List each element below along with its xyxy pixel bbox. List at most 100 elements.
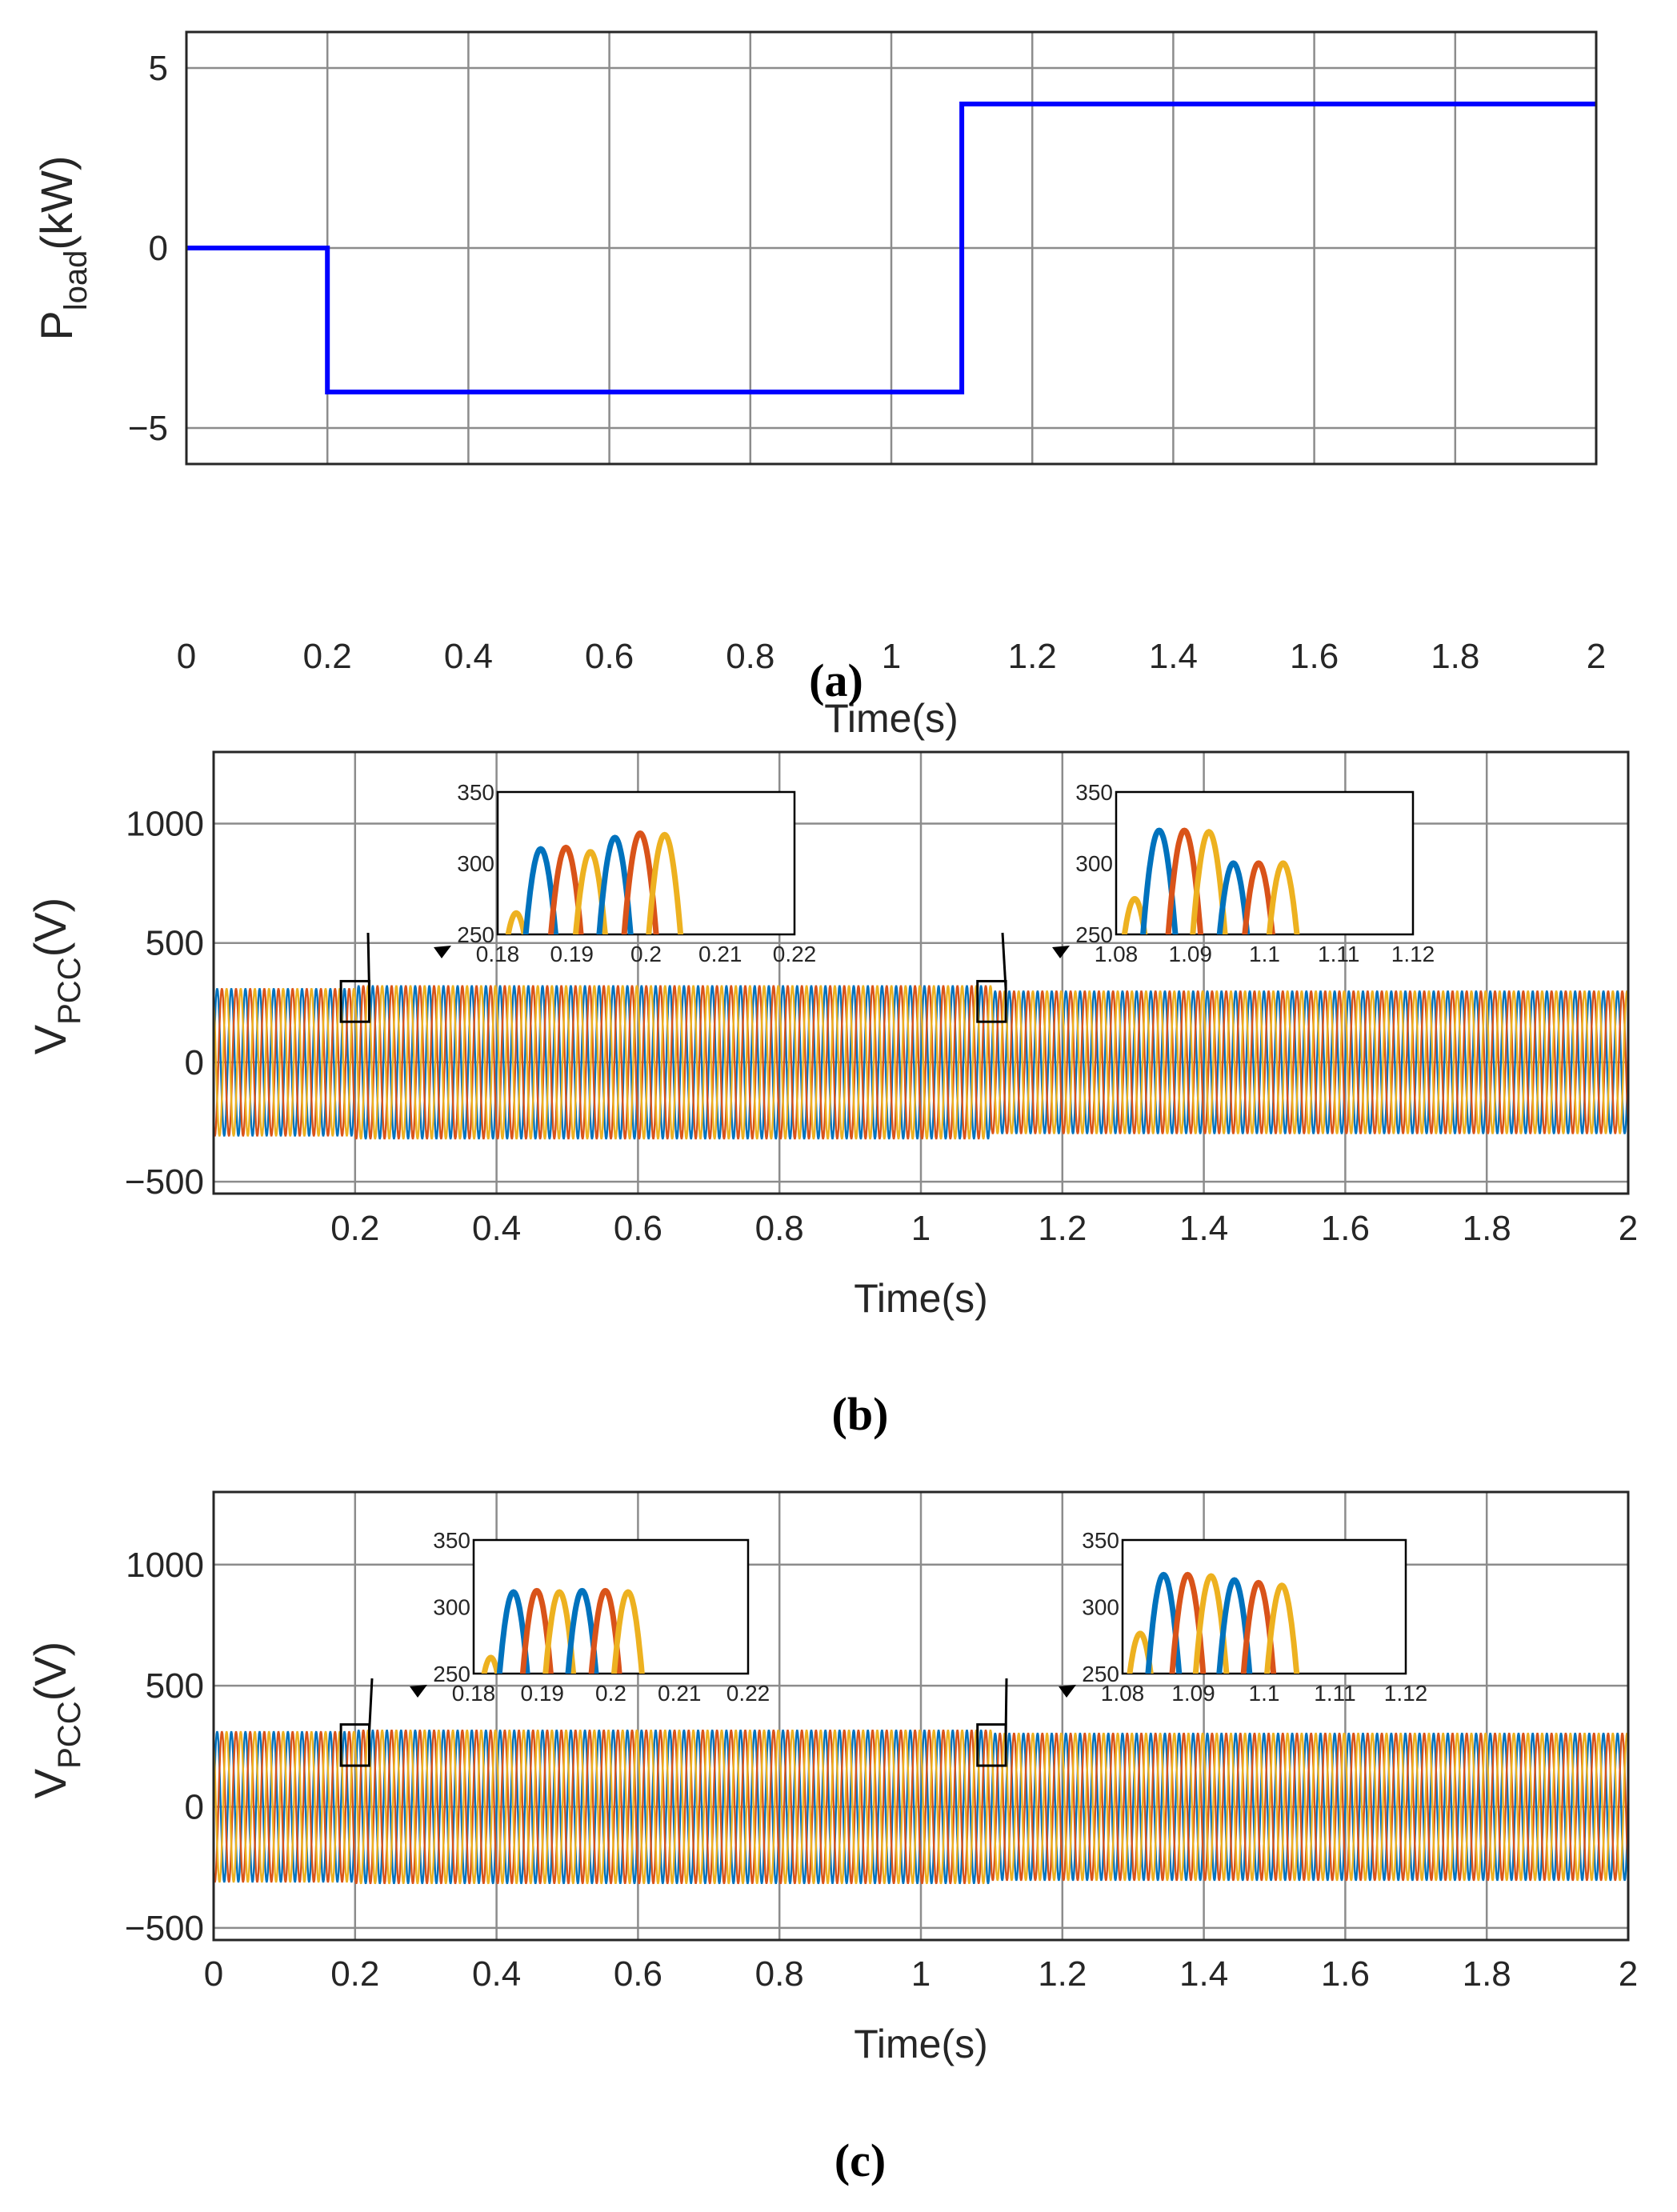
x-tick-label: 0.4 — [472, 1954, 521, 1994]
chart-panel-c: 0 0.2 0.4 0.6 0.8 1 1.2 1.4 1.6 1.8 2−50005001000T… — [25, 1490, 1638, 2186]
inset-x-tick-label: 1.09 — [1169, 942, 1213, 966]
inset-x-tick-label: 1.11 — [1314, 1681, 1355, 1706]
inset-peak — [573, 849, 608, 934]
series-line — [186, 102, 1596, 394]
inset-x-tick-label: 1.12 — [1391, 942, 1435, 966]
inset-peak — [1165, 827, 1204, 934]
y-tick-label: −500 — [125, 1162, 204, 1202]
inset-plot-area — [481, 1587, 645, 1674]
chart-panel-b: 0.2 0.4 0.6 0.8 1 1.2 1.4 1.6 1.8 2 −500 0 500 1000 Ti… — [25, 750, 1638, 1440]
inset-peak — [1122, 895, 1148, 934]
inset-peak — [519, 1587, 554, 1674]
inset-peak — [1240, 1579, 1277, 1674]
inset-y-tick-label: 300 — [1075, 851, 1113, 876]
inset-x-tick-label: 0.22 — [773, 942, 817, 966]
y-tick-label: 1000 — [126, 805, 204, 844]
plot-frame — [212, 1490, 1630, 1942]
waveform-phase-2 — [214, 985, 1628, 1140]
inset-peak — [542, 1589, 577, 1674]
x-tick-label: 1 — [911, 1209, 931, 1248]
inset-y-tick-label: 350 — [433, 1528, 470, 1553]
y-tick-label: −5 — [128, 409, 168, 448]
inset-y-tick-label: 250 — [433, 1662, 470, 1686]
x-tick-label: 1.8 — [1463, 1954, 1511, 1994]
plot-frame — [185, 30, 1598, 466]
waveform-phase-3 — [214, 985, 1628, 1140]
inset-peak — [481, 1654, 501, 1674]
x-tick-label: 2 — [1619, 1954, 1638, 1994]
zoom-arrow-head — [410, 1685, 427, 1698]
zoom-arrow-line — [367, 1678, 374, 1733]
inset-x-tick-label: 0.19 — [550, 942, 594, 966]
y-tick-label: 5 — [149, 49, 168, 88]
inset-peak — [646, 831, 684, 934]
zoom-box — [339, 1723, 370, 1767]
inset-plot-area — [505, 830, 684, 934]
x-tick-label: 1 — [911, 1954, 931, 1994]
inset-peak — [1169, 1571, 1207, 1674]
x-tick-label: 1.2 — [1008, 637, 1057, 676]
inset-y-tick-label: 350 — [1075, 780, 1113, 805]
inset-peak — [1216, 1577, 1253, 1674]
inset-y-tick-label: 300 — [457, 851, 494, 876]
inset-x-tick-label: 1.08 — [1095, 942, 1139, 966]
y-tick-label: 0 — [185, 1788, 204, 1827]
inset-y-tick-label: 250 — [1075, 922, 1113, 947]
x-tick-label: 1.4 — [1179, 1954, 1228, 1994]
x-axis-label: Time(s) — [854, 2022, 988, 2066]
inset-peak — [1192, 1573, 1230, 1674]
zoom-arrow-line — [1004, 1678, 1008, 1733]
inset-peak — [621, 830, 659, 934]
x-tick-label: 0.2 — [330, 1954, 379, 1994]
panel-label: (c) — [834, 2134, 886, 2186]
x-tick-label: 0 — [204, 1954, 223, 1994]
inset-peak — [505, 910, 527, 934]
inset-x-tick-label: 1.1 — [1249, 1681, 1280, 1706]
x-tick-label: 1.8 — [1431, 637, 1479, 676]
x-tick-label: 0.6 — [614, 1954, 662, 1994]
waveform-phase-2 — [214, 1730, 1628, 1885]
inset-x-tick-label: 0.21 — [698, 942, 742, 966]
y-axis-label: Pload(kW) — [31, 155, 94, 340]
zoom-arrow-line — [366, 932, 370, 990]
inset-chart: 250 300 350 1.08 1.09 1.1 1.11 1.12 — [1059, 1528, 1427, 1706]
inset-peak — [588, 1587, 622, 1674]
plot-frame — [212, 750, 1630, 1195]
inset-y-tick-label: 350 — [457, 780, 494, 805]
inset-peak — [496, 1589, 530, 1674]
x-tick-label: 1.2 — [1038, 1209, 1087, 1248]
x-tick-label: 1 — [882, 637, 901, 676]
y-axis-label-tail: (V) — [25, 1642, 75, 1702]
x-tick-label: 0.2 — [303, 637, 352, 676]
inset-y-tick-label: 300 — [1082, 1595, 1119, 1620]
panel-label: (a) — [809, 654, 863, 706]
inset-x-tick-label: 1.12 — [1384, 1681, 1428, 1706]
y-axis-label: VPCC(V) — [25, 898, 87, 1054]
inset-peak — [1140, 827, 1179, 934]
x-tick-label: 1.8 — [1463, 1209, 1511, 1248]
x-tick-label: 0.6 — [614, 1209, 662, 1248]
x-tick-label: 0.4 — [472, 1209, 521, 1248]
x-tick-label: 0.8 — [726, 637, 774, 676]
x-tick-label: 0.8 — [755, 1954, 804, 1994]
inset-x-tick-label: 0.18 — [452, 1681, 496, 1706]
x-tick-label: 0 — [177, 637, 196, 676]
x-tick-label: 1.6 — [1321, 1209, 1370, 1248]
inset-x-tick-label: 0.21 — [658, 1681, 702, 1706]
y-axis-label-main: V — [25, 1024, 75, 1054]
y-tick-label: 500 — [146, 924, 204, 963]
y-axis-label-tail: (kW) — [31, 155, 82, 250]
inset-x-tick-label: 0.18 — [476, 942, 520, 966]
y-tick-label: 500 — [146, 1666, 204, 1706]
x-tick-label: 1.6 — [1321, 1954, 1370, 1994]
zoom-arrow-head — [434, 946, 451, 958]
y-axis-label-main: V — [25, 1768, 75, 1798]
plot-area — [186, 102, 1596, 394]
y-axis-label-sub: load — [58, 250, 94, 311]
inset-y-tick-label: 350 — [1082, 1528, 1119, 1553]
zoom-box — [976, 1723, 1007, 1767]
inset-peak — [1242, 860, 1275, 934]
y-axis-label-sub: PCC — [52, 957, 87, 1024]
waveform-phase-1 — [214, 1730, 1628, 1885]
